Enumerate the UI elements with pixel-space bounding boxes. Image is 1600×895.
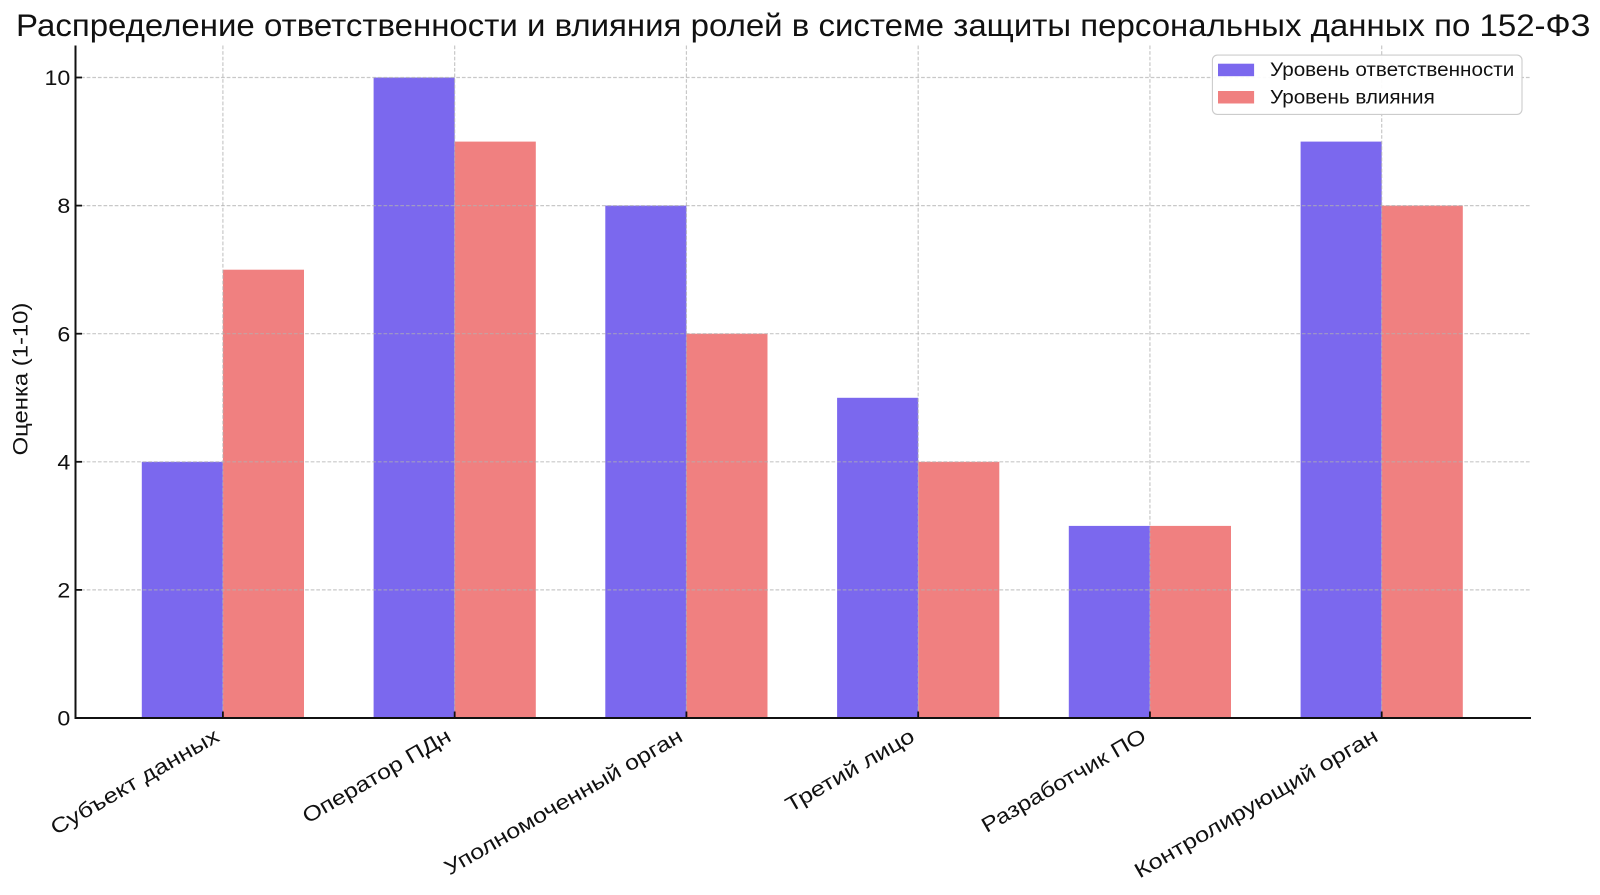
svg-text:2: 2 [57,578,70,602]
svg-text:Распределение ответственности: Распределение ответственности и влияния … [16,7,1590,42]
svg-text:Уровень влияния: Уровень влияния [1270,87,1435,108]
svg-text:4: 4 [57,450,70,474]
svg-text:8: 8 [57,194,70,218]
svg-text:10: 10 [44,66,70,90]
svg-text:6: 6 [57,322,70,346]
svg-text:Оценка (1-10): Оценка (1-10) [9,303,32,456]
svg-text:0: 0 [57,706,70,730]
svg-text:Уровень ответственности: Уровень ответственности [1270,60,1514,81]
